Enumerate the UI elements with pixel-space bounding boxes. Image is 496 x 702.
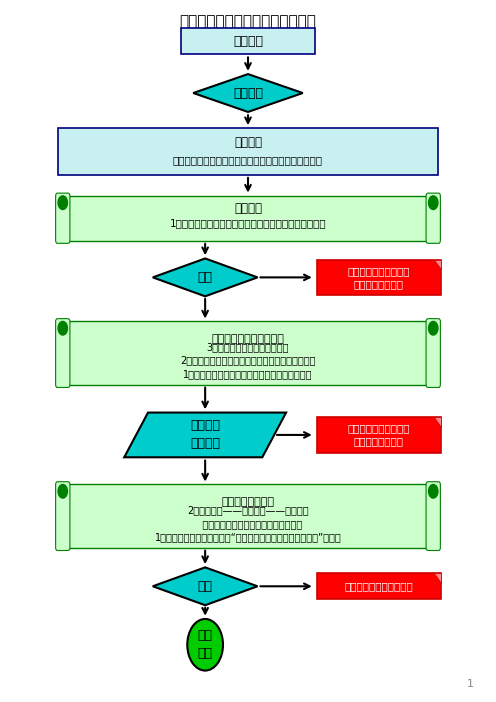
- FancyBboxPatch shape: [426, 193, 440, 244]
- Text: 发动机及曲柄连杆机构教学流程图: 发动机及曲柄连杆机构教学流程图: [180, 15, 316, 29]
- FancyBboxPatch shape: [68, 322, 428, 385]
- Polygon shape: [434, 417, 441, 427]
- Polygon shape: [153, 567, 257, 605]
- Circle shape: [187, 619, 223, 670]
- FancyBboxPatch shape: [317, 260, 441, 296]
- Polygon shape: [193, 74, 303, 112]
- Circle shape: [58, 196, 67, 209]
- FancyBboxPatch shape: [426, 319, 440, 388]
- Text: 1: 1: [467, 680, 474, 689]
- FancyBboxPatch shape: [426, 482, 440, 550]
- FancyBboxPatch shape: [68, 196, 428, 241]
- Polygon shape: [434, 260, 441, 269]
- FancyBboxPatch shape: [317, 574, 441, 600]
- Circle shape: [429, 322, 438, 335]
- FancyBboxPatch shape: [56, 319, 70, 388]
- Text: 根据教学内容提问，采用随机的方式由学生代表回答。: 根据教学内容提问，采用随机的方式由学生代表回答。: [173, 155, 323, 165]
- Text: 组织教学: 组织教学: [233, 35, 263, 48]
- Text: 1、第一组至第五组依次展示“发动机机造，工作原理、及分类”（一位: 1、第一组至第五组依次展示“发动机机造，工作原理、及分类”（一位: [155, 533, 341, 543]
- Text: 课文引导法学习以下内容: 课文引导法学习以下内容: [212, 334, 284, 344]
- Circle shape: [58, 322, 67, 335]
- Text: 任务实施: 任务实施: [234, 202, 262, 215]
- Text: 小结: 小结: [197, 580, 213, 592]
- Text: 2、组内自评——组间互评——教师点评: 2、组内自评——组间互评——教师点评: [187, 505, 309, 515]
- Text: 1、以图片或课件演示汽车发动机总体结构与工作原理；: 1、以图片或课件演示汽车发动机总体结构与工作原理；: [170, 218, 326, 229]
- Text: 3、发动机的分类（实物分析）: 3、发动机的分类（实物分析）: [207, 342, 289, 352]
- Text: 1、发动机常用专业术语（对照实物分析演示）；: 1、发动机常用专业术语（对照实物分析演示）；: [183, 369, 313, 380]
- Text: 安全教育: 安全教育: [233, 86, 263, 100]
- Circle shape: [429, 196, 438, 209]
- FancyBboxPatch shape: [68, 484, 428, 548]
- Text: 汽车发动机的结构与工
作原理、分类方法: 汽车发动机的结构与工 作原理、分类方法: [348, 266, 410, 289]
- Text: 结束
任务: 结束 任务: [197, 629, 213, 661]
- Text: 同学口述，另一位同学对照实物演示）: 同学口述，另一位同学对照实物演示）: [193, 519, 303, 529]
- FancyBboxPatch shape: [56, 482, 70, 550]
- FancyBboxPatch shape: [58, 128, 438, 175]
- Text: 课程导入: 课程导入: [234, 135, 262, 149]
- Polygon shape: [434, 574, 441, 583]
- Polygon shape: [124, 413, 286, 457]
- FancyBboxPatch shape: [317, 417, 441, 453]
- Polygon shape: [153, 258, 257, 296]
- FancyBboxPatch shape: [182, 28, 314, 55]
- Text: 2、四冲程和二冲程发动机的工作过程（实物演示）: 2、四冲程和二冲程发动机的工作过程（实物演示）: [180, 356, 316, 366]
- Text: 小组学习成果展示: 小组学习成果展示: [222, 497, 274, 507]
- Text: 学生认识发动机机体组
的结构及工作原理: 学生认识发动机机体组 的结构及工作原理: [348, 423, 410, 446]
- Circle shape: [58, 484, 67, 498]
- Text: 发动机的结构与工作原理: 发动机的结构与工作原理: [345, 581, 413, 591]
- Text: 分组训练
巡回指导: 分组训练 巡回指导: [190, 419, 220, 451]
- Circle shape: [429, 484, 438, 498]
- Text: 讨论: 讨论: [197, 271, 213, 284]
- FancyBboxPatch shape: [56, 193, 70, 244]
